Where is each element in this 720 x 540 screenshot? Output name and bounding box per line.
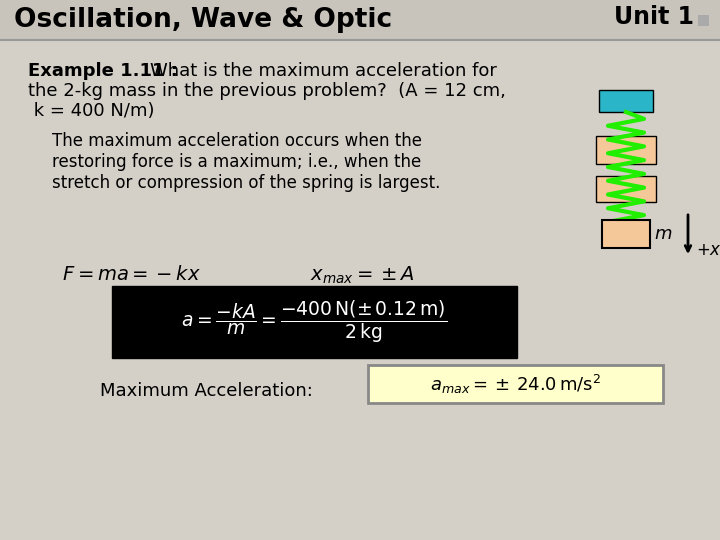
Text: $F = ma = -kx$: $F = ma = -kx$ — [62, 265, 201, 284]
Text: Maximum Acceleration:: Maximum Acceleration: — [100, 382, 313, 400]
Text: $a = \dfrac{-kA}{m} = \dfrac{-400\,\mathrm{N}(\pm\,0.12\,\mathrm{m})}{2\,\mathrm: $a = \dfrac{-kA}{m} = \dfrac{-400\,\math… — [181, 299, 448, 346]
Bar — [368, 365, 663, 403]
Text: Example 1.11 :: Example 1.11 : — [28, 62, 178, 80]
Text: $m$: $m$ — [654, 225, 672, 243]
Bar — [602, 220, 650, 248]
Bar — [0, 0, 720, 40]
Bar — [596, 176, 656, 202]
Text: stretch or compression of the spring is largest.: stretch or compression of the spring is … — [52, 174, 441, 192]
Bar — [596, 136, 656, 164]
Text: k = 400 N/m): k = 400 N/m) — [28, 102, 155, 120]
Bar — [599, 90, 653, 112]
Text: The maximum acceleration occurs when the: The maximum acceleration occurs when the — [52, 132, 422, 150]
Text: the 2-kg mass in the previous problem?  (A = 12 cm,: the 2-kg mass in the previous problem? (… — [28, 82, 506, 100]
Text: What is the maximum acceleration for: What is the maximum acceleration for — [150, 62, 497, 80]
Text: $+x$: $+x$ — [696, 241, 720, 259]
Text: restoring force is a maximum; i.e., when the: restoring force is a maximum; i.e., when… — [52, 153, 421, 171]
Text: Oscillation, Wave & Optic: Oscillation, Wave & Optic — [14, 7, 392, 33]
Text: Unit 1: Unit 1 — [614, 5, 694, 29]
Text: $a_{max} =\pm\,24.0\,\mathrm{m/s^2}$: $a_{max} =\pm\,24.0\,\mathrm{m/s^2}$ — [430, 373, 601, 395]
Text: $x_{max} = \pm A$: $x_{max} = \pm A$ — [310, 265, 414, 286]
Bar — [112, 286, 517, 358]
Bar — [698, 15, 709, 26]
